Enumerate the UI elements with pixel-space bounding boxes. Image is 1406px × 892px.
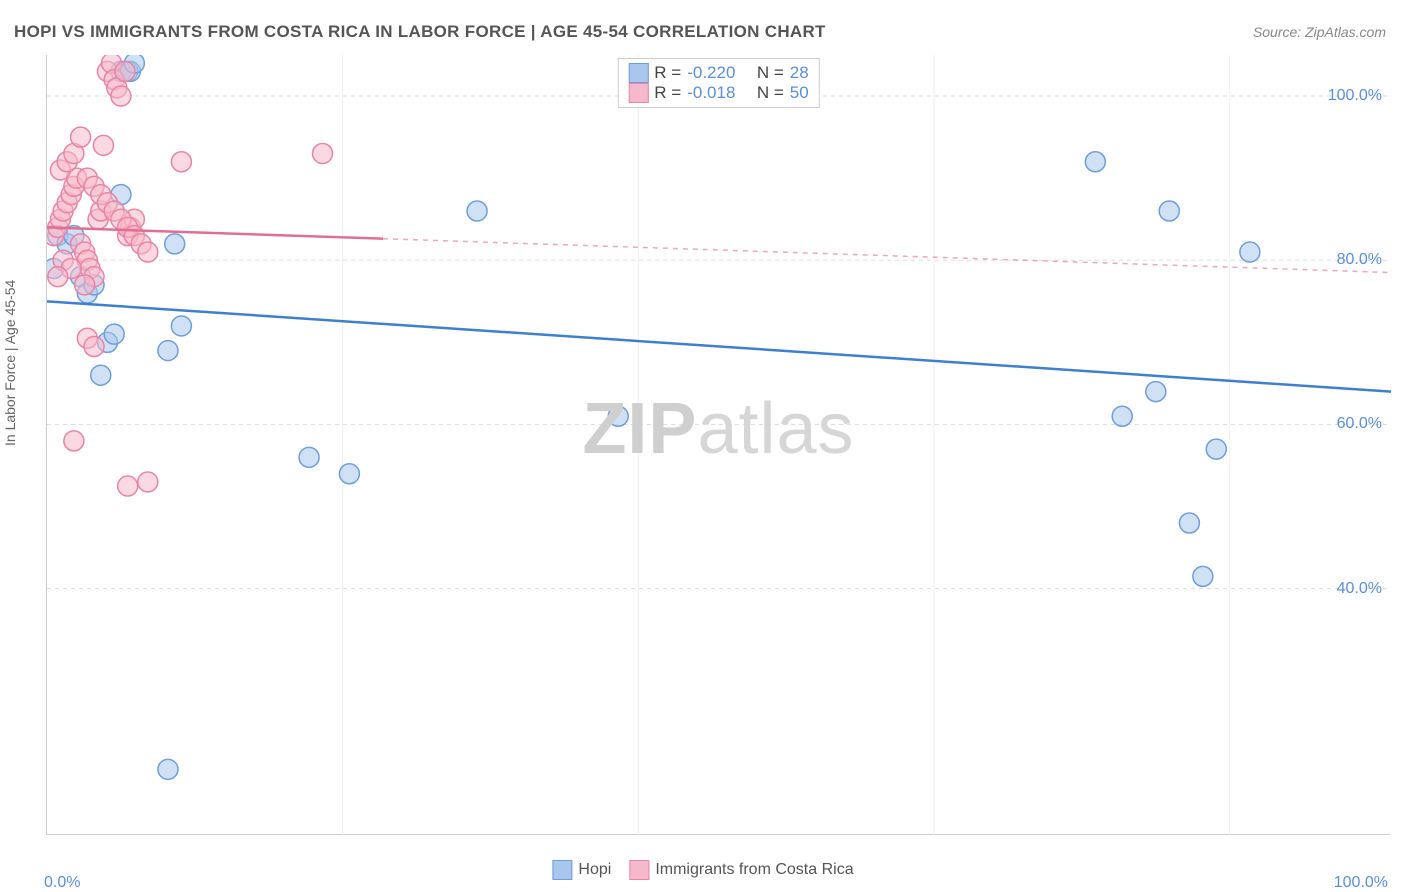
hopi-label: Hopi <box>578 861 611 878</box>
x-tick-right: 100.0% <box>1334 874 1388 892</box>
y-tick: 60.0% <box>1337 415 1382 433</box>
legend-item-costarica: Immigrants from Costa Rica <box>629 860 853 880</box>
y-tick: 80.0% <box>1337 251 1382 269</box>
correlation-chart: HOPI VS IMMIGRANTS FROM COSTA RICA IN LA… <box>0 0 1406 892</box>
costarica-label: Immigrants from Costa Rica <box>655 861 853 878</box>
costarica-swatch-bottom <box>629 860 649 880</box>
hopi-r-value: -0.220 <box>687 63 735 83</box>
n-label: N = <box>757 83 784 103</box>
hopi-swatch-bottom <box>552 860 572 880</box>
plot-area: R = -0.220 N = 28 R = -0.018 N = 50 ZIPa… <box>46 55 1390 835</box>
series-legend: Hopi Immigrants from Costa Rica <box>552 860 853 880</box>
legend-row-costarica: R = -0.018 N = 50 <box>628 83 808 103</box>
source-label: Source: ZipAtlas.com <box>1253 24 1386 40</box>
costarica-swatch <box>628 83 648 103</box>
legend-row-hopi: R = -0.220 N = 28 <box>628 63 808 83</box>
y-tick: 100.0% <box>1328 87 1382 105</box>
correlation-legend: R = -0.220 N = 28 R = -0.018 N = 50 <box>617 58 819 108</box>
hopi-n-value: 28 <box>790 63 809 83</box>
hopi-swatch <box>628 63 648 83</box>
costarica-r-value: -0.018 <box>687 83 735 103</box>
y-tick: 40.0% <box>1337 580 1382 598</box>
costarica-n-value: 50 <box>790 83 809 103</box>
n-label: N = <box>757 63 784 83</box>
x-tick-left: 0.0% <box>44 874 80 892</box>
y-axis-label: In Labor Force | Age 45-54 <box>2 280 18 446</box>
legend-item-hopi: Hopi <box>552 860 611 880</box>
chart-title: HOPI VS IMMIGRANTS FROM COSTA RICA IN LA… <box>14 22 826 42</box>
plot-svg <box>47 55 1391 835</box>
r-label: R = <box>654 83 681 103</box>
r-label: R = <box>654 63 681 83</box>
